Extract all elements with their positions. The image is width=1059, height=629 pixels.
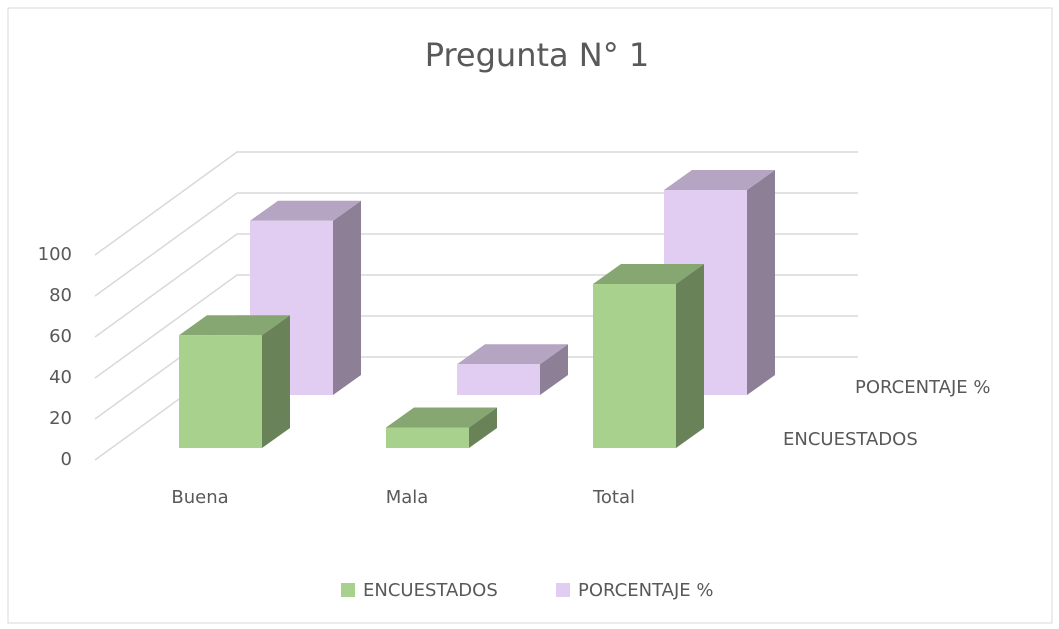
y-tick-label: 100 — [38, 244, 72, 265]
y-tick-label: 60 — [49, 326, 72, 347]
bar — [179, 335, 262, 448]
grid-line — [94, 151, 858, 256]
series-axis-label: ENCUESTADOS — [783, 429, 918, 450]
grid-line — [94, 192, 858, 297]
y-tick-label: 20 — [49, 408, 72, 429]
bar-top — [457, 344, 568, 365]
legend-swatch — [341, 583, 355, 597]
x-tick-label: Mala — [386, 487, 429, 508]
bar-top — [664, 170, 775, 190]
x-tick-label: Total — [592, 487, 635, 508]
legend-swatch — [556, 583, 570, 597]
bar-side — [333, 200, 361, 395]
x-tick-label: Buena — [171, 487, 228, 508]
bar-top — [593, 264, 704, 284]
y-tick-label: 0 — [61, 449, 72, 470]
y-tick-label: 40 — [49, 367, 72, 388]
bar-side — [469, 407, 497, 448]
y-tick-label: 80 — [49, 285, 72, 306]
legend-label: PORCENTAJE % — [578, 580, 713, 601]
bar — [457, 364, 540, 395]
bar-side — [676, 264, 704, 448]
bar-top — [386, 407, 497, 428]
bar-top — [250, 200, 361, 221]
chart-border — [7, 7, 1053, 624]
grid-line — [94, 233, 858, 338]
bar-side — [262, 315, 290, 448]
bar-side — [747, 170, 775, 395]
chart-title: Pregunta N° 1 — [425, 36, 650, 74]
bar-side — [540, 344, 568, 395]
legend-label: ENCUESTADOS — [363, 580, 498, 601]
bar — [386, 427, 469, 448]
bar — [593, 284, 676, 448]
series-axis-label: PORCENTAJE % — [855, 377, 990, 398]
bar-top — [179, 315, 290, 336]
